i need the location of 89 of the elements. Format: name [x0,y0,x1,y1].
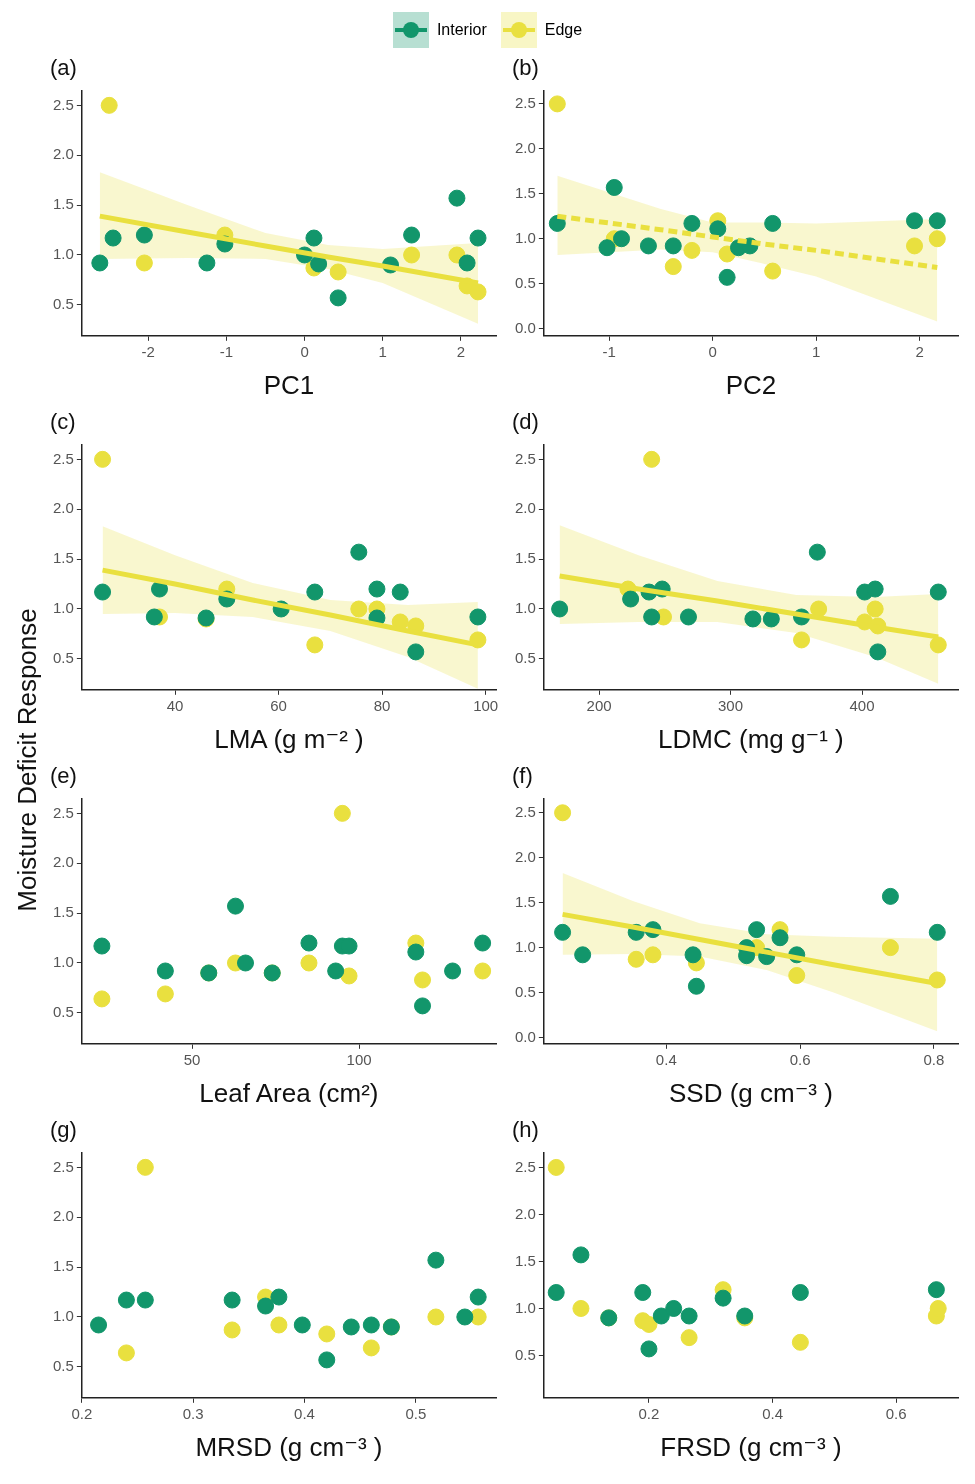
y-tick-label: 1.5 [52,903,74,921]
y-tick-label: 2.5 [514,94,536,112]
x-axis-title: Leaf Area (cm²) [199,1077,379,1108]
chart-title: (b) [512,55,539,81]
y-tick-label: 1.5 [514,183,536,201]
y-tick-label: 0.5 [514,982,536,1000]
y-tick-label: 0.0 [514,1027,536,1045]
y-tick-label: 0.0 [514,318,536,336]
y-tick-label: 0.5 [514,649,536,667]
chart-title: (a) [50,55,77,81]
x-tick-label: 0 [300,342,309,360]
x-tick-label: 0 [708,342,717,360]
x-tick-label: 1 [378,342,387,360]
x-tick-label: -2 [141,342,155,360]
x-tick-label: 400 [849,696,875,714]
y-tick-label: 2.0 [52,145,74,163]
y-tick-label: 1.0 [52,1307,74,1325]
chart-title: (d) [512,409,539,435]
y-tick-label: 2.5 [52,803,74,821]
y-axis-title: Moisture Deficit Response [11,608,43,912]
y-tick-label: 1.0 [514,1298,536,1316]
x-tick-label: 80 [373,696,391,714]
y-tick-label: 2.0 [52,1207,74,1225]
y-tick-label: 1.5 [514,1251,536,1269]
x-axis-title: LDMC (mg g⁻¹ ) [658,723,844,754]
y-tick-label: 2.5 [514,802,536,820]
chart-title: (c) [50,409,76,435]
y-tick-label: 0.5 [52,649,74,667]
x-tick-label: 0.2 [638,1404,660,1422]
x-tick-label: 200 [586,696,612,714]
x-axis-title: PC1 [263,369,315,400]
x-axis-title: MRSD (g cm⁻³ ) [195,1431,383,1462]
x-tick-label: 100 [346,1050,372,1068]
y-tick-label: 1.0 [52,245,74,263]
chart-title: (f) [512,763,533,789]
y-tick-label: 1.5 [52,195,74,213]
chart-title: (h) [512,1117,539,1143]
y-tick-label: 2.5 [52,95,74,113]
y-tick-label: 2.5 [514,1157,536,1175]
x-axis-title: LMA (g m⁻² ) [214,723,364,754]
x-tick-label: 50 [183,1050,201,1068]
y-tick-label: 2.0 [514,1204,536,1222]
x-axis-title: SSD (g cm⁻³ ) [668,1077,833,1108]
x-tick-label: 0.5 [405,1404,427,1422]
y-tick-label: 0.5 [514,273,536,291]
x-tick-label: 0.3 [182,1404,204,1422]
x-tick-label: 0.6 [885,1404,907,1422]
y-tick-label: 1.5 [514,549,536,567]
x-tick-label: 0.8 [923,1050,945,1068]
x-tick-label: 2 [915,342,924,360]
x-tick-label: -1 [602,342,616,360]
y-tick-label: 2.5 [52,1157,74,1175]
x-tick-label: 0.6 [789,1050,811,1068]
x-tick-label: -1 [219,342,234,360]
y-tick-label: 0.5 [52,1003,74,1021]
y-tick-label: 1.0 [52,953,74,971]
x-tick-label: 0.4 [294,1404,315,1422]
y-tick-label: 0.5 [52,1357,74,1375]
y-tick-label: 2.0 [514,847,536,865]
x-tick-label: 100 [473,696,499,714]
legend-label: Interior [436,21,487,39]
y-tick-label: 1.5 [52,549,74,567]
x-tick-label: 2 [456,342,466,360]
x-tick-label: 60 [270,696,287,714]
x-tick-label: 0.2 [71,1404,93,1422]
y-tick-label: 2.0 [514,138,536,156]
y-tick-label: 1.0 [514,937,536,955]
chart-title: (g) [50,1117,77,1143]
y-tick-label: 1.5 [514,892,536,910]
y-tick-label: 0.5 [514,1345,536,1363]
y-tick-label: 2.5 [52,449,74,467]
x-tick-label: 0.4 [762,1404,783,1422]
y-tick-label: 1.5 [52,1257,74,1275]
y-tick-label: 2.0 [52,853,74,871]
y-tick-label: 2.0 [514,499,536,517]
x-tick-label: 300 [718,696,744,714]
x-tick-label: 1 [811,342,821,360]
legend-label: Edge [544,21,583,39]
y-tick-label: 2.5 [514,449,536,467]
x-axis-title: PC2 [725,369,777,400]
y-tick-label: 1.0 [52,599,74,617]
y-tick-label: 1.0 [514,599,536,617]
y-tick-label: 1.0 [514,228,536,246]
chart-title: (e) [50,763,77,789]
y-tick-label: 2.0 [52,499,74,517]
x-tick-label: 40 [166,696,184,714]
x-tick-label: 0.4 [655,1050,677,1068]
x-axis-title: FRSD (g cm⁻³ ) [660,1431,842,1462]
y-tick-label: 0.5 [52,295,74,313]
